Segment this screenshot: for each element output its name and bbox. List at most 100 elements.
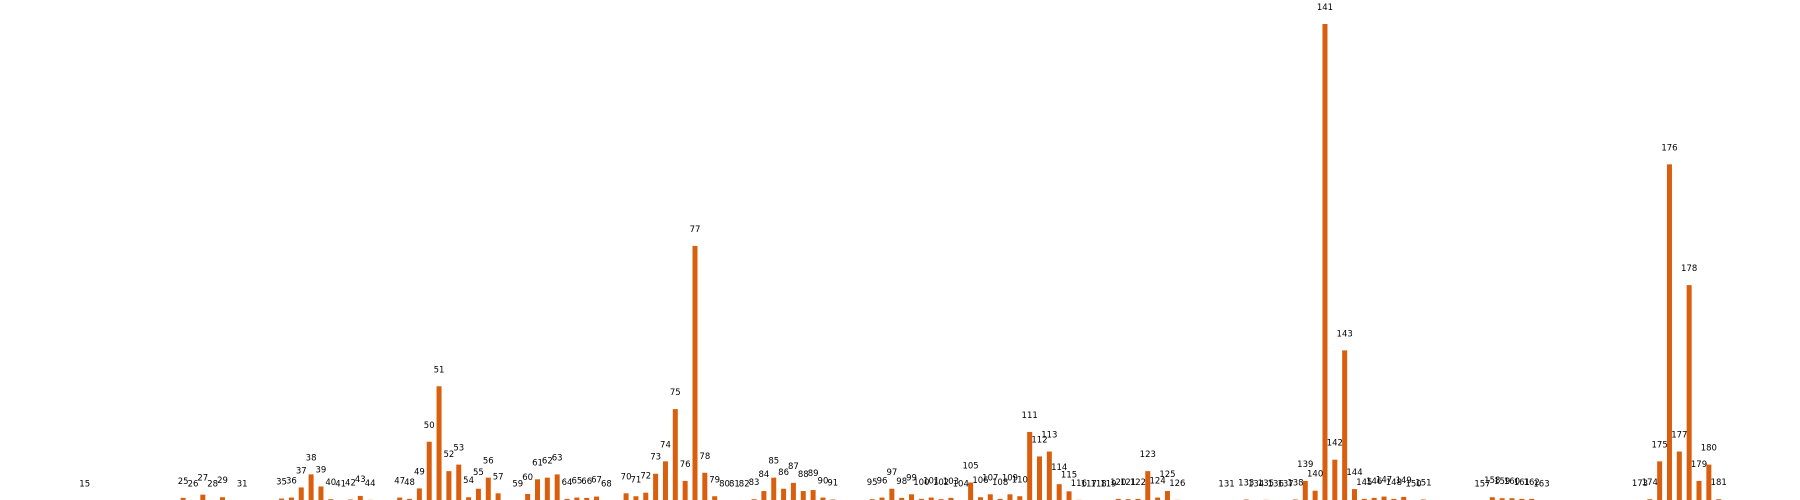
bar-label-38: 38 bbox=[306, 453, 317, 463]
bar-43 bbox=[358, 496, 363, 500]
bar-107 bbox=[988, 494, 993, 500]
bar-110 bbox=[1017, 496, 1022, 500]
bar-label-51: 51 bbox=[434, 365, 445, 375]
bar-label-177: 177 bbox=[1671, 431, 1687, 441]
bar-label-96: 96 bbox=[877, 477, 888, 487]
bar-77 bbox=[692, 246, 697, 500]
bar-70 bbox=[624, 493, 629, 500]
bar-50 bbox=[427, 442, 432, 500]
bar-84 bbox=[761, 491, 766, 500]
bar-142 bbox=[1332, 460, 1337, 500]
bar-label-36: 36 bbox=[286, 477, 297, 487]
bar-97 bbox=[889, 489, 894, 500]
bar-177 bbox=[1677, 452, 1682, 500]
bar-72 bbox=[643, 493, 648, 500]
bar-label-77: 77 bbox=[690, 225, 701, 235]
bar-125 bbox=[1165, 491, 1170, 500]
bar-label-142: 142 bbox=[1327, 439, 1343, 449]
bar-label-78: 78 bbox=[699, 452, 710, 462]
bar-label-140: 140 bbox=[1307, 470, 1323, 480]
bar-label-15: 15 bbox=[79, 480, 90, 490]
bar-label-29: 29 bbox=[217, 476, 228, 486]
bar-114 bbox=[1057, 484, 1062, 500]
bar-label-49: 49 bbox=[414, 467, 425, 477]
bar-115 bbox=[1067, 491, 1072, 500]
bar-label-37: 37 bbox=[296, 466, 307, 476]
bar-label-44: 44 bbox=[365, 479, 376, 489]
bar-57 bbox=[496, 493, 501, 500]
bar-label-76: 76 bbox=[680, 460, 691, 470]
bar-label-104: 104 bbox=[953, 480, 969, 490]
bar-label-73: 73 bbox=[650, 453, 661, 463]
bar-label-84: 84 bbox=[758, 470, 769, 480]
bar-label-53: 53 bbox=[453, 444, 464, 454]
bar-61 bbox=[535, 479, 540, 500]
bar-109 bbox=[1007, 494, 1012, 500]
bar-112 bbox=[1037, 456, 1042, 500]
bar-label-122: 122 bbox=[1130, 478, 1146, 488]
bar-label-181: 181 bbox=[1711, 478, 1727, 488]
bar-label-91: 91 bbox=[827, 479, 838, 489]
bar-79 bbox=[712, 496, 717, 500]
bar-76 bbox=[683, 481, 688, 500]
bar-label-63: 63 bbox=[552, 453, 563, 463]
bar-75 bbox=[673, 409, 678, 500]
bar-56 bbox=[486, 478, 491, 500]
bar-label-110: 110 bbox=[1012, 475, 1028, 485]
bar-label-75: 75 bbox=[670, 388, 681, 398]
bar-39 bbox=[318, 486, 323, 500]
bar-label-55: 55 bbox=[473, 468, 484, 478]
bar-label-39: 39 bbox=[316, 465, 327, 475]
bar-label-175: 175 bbox=[1652, 440, 1668, 450]
bar-label-126: 126 bbox=[1169, 479, 1185, 489]
bar-label-31: 31 bbox=[237, 480, 248, 490]
bar-label-138: 138 bbox=[1287, 479, 1303, 489]
bar-85 bbox=[771, 478, 776, 500]
bar-label-68: 68 bbox=[601, 480, 612, 490]
bar-label-57: 57 bbox=[493, 472, 504, 482]
bar-label-174: 174 bbox=[1642, 478, 1658, 488]
bar-label-123: 123 bbox=[1140, 450, 1156, 460]
bar-label-60: 60 bbox=[522, 473, 533, 483]
bar-label-180: 180 bbox=[1701, 444, 1717, 454]
bar-67 bbox=[594, 497, 599, 500]
bar-144 bbox=[1352, 489, 1357, 500]
bar-63 bbox=[555, 474, 560, 500]
bar-89 bbox=[811, 490, 816, 500]
bar-label-131: 131 bbox=[1218, 480, 1234, 490]
bar-label-144: 144 bbox=[1346, 468, 1362, 478]
bar-labels-group: 15 25 262728 29 31 35 3637383940 41 42 43 44 47 4849… bbox=[79, 3, 1727, 490]
bar-label-85: 85 bbox=[768, 457, 779, 467]
bars-group bbox=[181, 24, 1722, 500]
bar-51 bbox=[437, 386, 442, 500]
bar-label-111: 111 bbox=[1022, 411, 1038, 421]
bar-52 bbox=[446, 471, 451, 500]
bar-53 bbox=[456, 465, 461, 500]
bar-label-48: 48 bbox=[404, 478, 415, 488]
bar-label-56: 56 bbox=[483, 457, 494, 467]
bar-87 bbox=[791, 483, 796, 500]
bar-99 bbox=[909, 494, 914, 500]
bar-141 bbox=[1322, 24, 1327, 500]
bar-37 bbox=[299, 487, 304, 500]
bar-label-176: 176 bbox=[1661, 143, 1677, 153]
bar-74 bbox=[663, 461, 668, 500]
bar-label-139: 139 bbox=[1297, 460, 1313, 470]
bar-60 bbox=[525, 494, 530, 500]
bar-86 bbox=[781, 489, 786, 500]
bar-label-141: 141 bbox=[1317, 3, 1333, 13]
bar-label-163: 163 bbox=[1533, 480, 1549, 490]
bar-38 bbox=[309, 474, 314, 500]
bar-179 bbox=[1697, 481, 1702, 500]
bar-label-151: 151 bbox=[1415, 479, 1431, 489]
bar-label-143: 143 bbox=[1337, 329, 1353, 339]
bar-62 bbox=[545, 478, 550, 500]
bar-71 bbox=[633, 496, 638, 500]
bar-147 bbox=[1382, 497, 1387, 500]
bar-55 bbox=[476, 489, 481, 500]
bar-label-50: 50 bbox=[424, 421, 435, 431]
bar-88 bbox=[801, 491, 806, 500]
bar-label-113: 113 bbox=[1041, 431, 1057, 441]
bar-label-178: 178 bbox=[1681, 264, 1697, 274]
